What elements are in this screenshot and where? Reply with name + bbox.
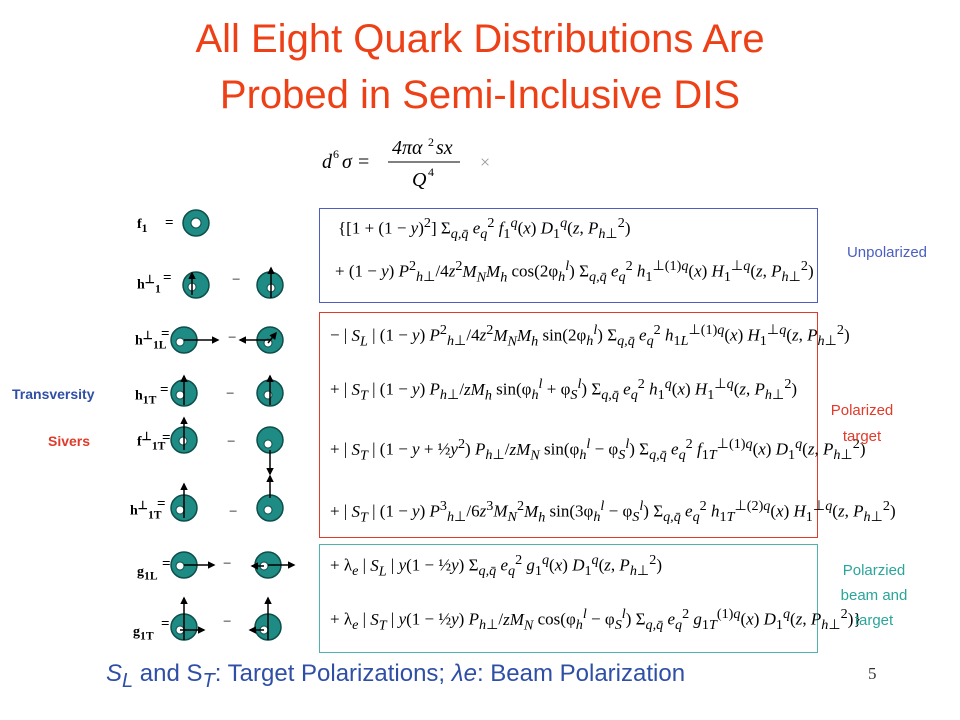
label-beam-line-1: Polarzied (842, 562, 906, 579)
label-polarized-line-2: target (842, 428, 882, 445)
svg-text:2: 2 (428, 135, 434, 149)
svg-text:d: d (322, 151, 333, 173)
footer-text: SL and ST: Target Polarizations; λe: Bea… (106, 660, 686, 692)
dist-h1Lperp: h⊥1L (135, 329, 167, 352)
dist-h1Tperp: h⊥1T (130, 499, 162, 522)
equals-sign: = (163, 270, 172, 286)
minus-sign: − (229, 504, 238, 520)
label-sivers: Sivers (48, 433, 91, 449)
svg-text:6: 6 (333, 147, 339, 161)
page-number: 5 (868, 664, 877, 683)
minus-sign: − (223, 556, 232, 572)
equals-sign: = (157, 496, 166, 512)
equation-polarized-4: + | ST | (1 − y) P3h⊥/6z3MN2Mh sin(3φhl … (330, 498, 896, 526)
svg-text:×: × (480, 152, 490, 172)
label-transversity: Transversity (12, 386, 95, 402)
unpolarized-box (319, 208, 818, 303)
equals-sign: = (161, 616, 170, 632)
polarized-beam-target-box (319, 544, 818, 653)
svg-text:sx: sx (436, 137, 453, 159)
dist-g1L: g1L (137, 564, 158, 583)
equation-unpolarized-2: + (1 − y) P2h⊥/4z2MNMh cos(2φhl) Σq,q̄ e… (335, 258, 814, 286)
equation-polarized-3: + | ST | (1 − y + ½y2) Ph⊥/zMN sin(φhl −… (330, 436, 866, 464)
equation-beam-2: + λe | ST | y(1 − ½y) Ph⊥/zMN cos(φhl − … (330, 606, 862, 634)
label-beam-line-3: target (854, 612, 894, 629)
dist-f1Tperp: f⊥1T (137, 430, 166, 453)
dist-f1: f1 (137, 217, 148, 235)
equals-sign: = (162, 430, 171, 446)
equation-beam-1: + λe | SL | y(1 − ½y) Σq,q̄ eq2 g1q(x) D… (330, 552, 662, 580)
title-line-2: Probed in Semi-Inclusive DIS (219, 73, 741, 117)
svg-text:Q: Q (412, 169, 427, 191)
equals-sign: = (165, 215, 174, 231)
title-line-1: All Eight Quark Distributions Are (195, 17, 765, 61)
svg-text:4πα: 4πα (392, 137, 423, 159)
label-polarized-line-1: Polarized (830, 402, 894, 419)
label-unpolarized: Unpolarized (846, 244, 928, 261)
equals-sign: = (161, 326, 170, 342)
equation-unpolarized-1: {[1 + (1 − y)2] Σq,q̄ eq2 f1q(x) D1q(z, … (338, 215, 631, 243)
dist-h1perp: h⊥1 (137, 273, 161, 296)
polarized-target-box (319, 312, 818, 538)
equation-polarized-2: + | ST | (1 − y) Ph⊥/zMh sin(φhl + φSl) … (330, 376, 798, 404)
minus-sign: − (228, 330, 237, 346)
equation-polarized-1: − | SL | (1 − y) P2h⊥/4z2MNMh sin(2φhl) … (330, 322, 850, 350)
label-beam-line-2: beam and (840, 587, 908, 604)
minus-sign: − (223, 614, 232, 630)
minus-sign: − (232, 272, 241, 288)
equals-sign: = (162, 556, 171, 572)
svg-text:4: 4 (428, 165, 434, 179)
dist-h1T: h1T (135, 388, 157, 407)
minus-sign: − (227, 434, 236, 450)
nucleon-icon (170, 209, 284, 641)
svg-text:σ: σ (342, 151, 353, 173)
dist-g1T: g1T (133, 624, 154, 643)
spin-arrow-icon (180, 266, 296, 640)
minus-sign: − (226, 386, 235, 402)
equals-sign: = (160, 382, 169, 398)
svg-text:=: = (358, 151, 369, 173)
